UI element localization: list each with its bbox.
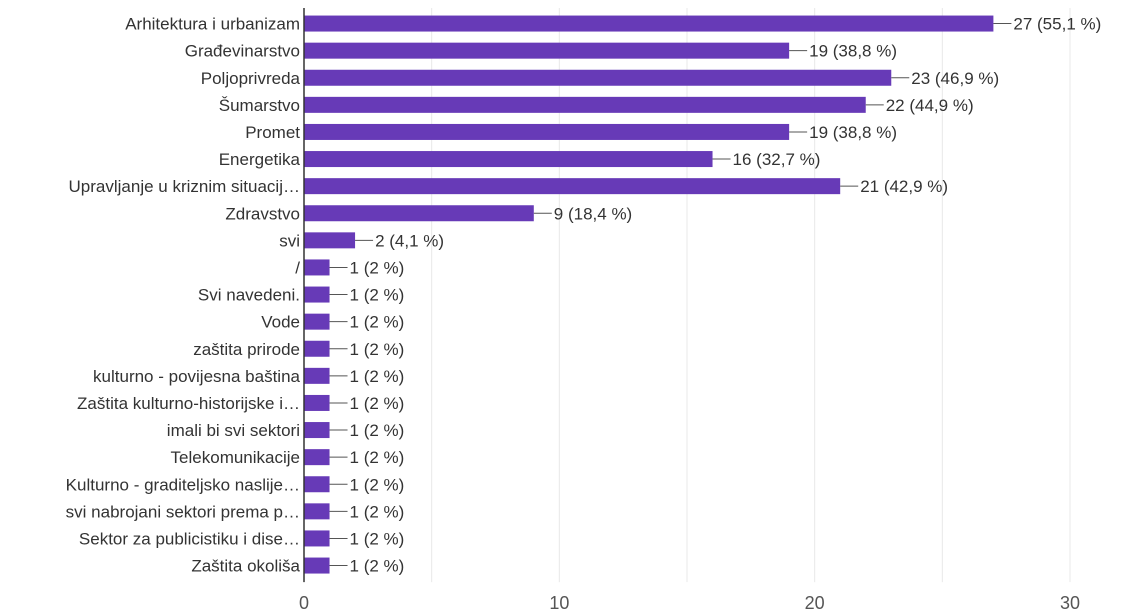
category-label: Telekomunikacije bbox=[171, 448, 300, 467]
category-label: Šumarstvo bbox=[219, 96, 300, 115]
data-label: 23 (46,9 %) bbox=[911, 69, 999, 88]
grid-lines bbox=[431, 8, 1071, 583]
bar bbox=[304, 96, 866, 113]
label-connectors bbox=[329, 23, 1012, 567]
category-label: Energetika bbox=[219, 150, 301, 169]
data-label: 1 (2 %) bbox=[350, 340, 405, 359]
data-label: 1 (2 %) bbox=[350, 421, 405, 440]
category-label: svi bbox=[279, 231, 300, 250]
category-label: Upravljanje u kriznim situacij… bbox=[69, 177, 300, 196]
category-label: svi nabrojani sektori prema p… bbox=[66, 502, 300, 521]
bar bbox=[304, 313, 330, 330]
bar bbox=[304, 394, 330, 411]
data-label: 1 (2 %) bbox=[350, 502, 405, 521]
bar bbox=[304, 476, 330, 493]
category-label: Arhitektura i urbanizam bbox=[125, 15, 300, 34]
category-label: / bbox=[295, 258, 300, 277]
category-label: zaštita prirode bbox=[193, 340, 300, 359]
bar bbox=[304, 42, 790, 59]
x-tick-label: 20 bbox=[805, 593, 825, 613]
data-label: 1 (2 %) bbox=[350, 448, 405, 467]
x-tick-label: 30 bbox=[1060, 593, 1080, 613]
bar bbox=[304, 503, 330, 520]
data-label: 1 (2 %) bbox=[350, 313, 405, 332]
bar bbox=[304, 15, 994, 32]
data-label: 1 (2 %) bbox=[350, 367, 405, 386]
bar bbox=[304, 286, 330, 303]
bar bbox=[304, 422, 330, 439]
data-label: 1 (2 %) bbox=[350, 475, 405, 494]
bar bbox=[304, 151, 713, 168]
bar bbox=[304, 367, 330, 384]
bar bbox=[304, 232, 356, 249]
data-label: 1 (2 %) bbox=[350, 286, 405, 305]
data-labels: 27 (55,1 %) 19 (38,8 %) 23 (46,9 %) 22 (44,… bbox=[350, 15, 1102, 576]
category-label: Poljoprivreda bbox=[201, 69, 301, 88]
data-label: 21 (42,9 %) bbox=[860, 177, 948, 196]
category-label: Promet bbox=[245, 123, 300, 142]
data-label: 27 (55,1 %) bbox=[1013, 15, 1101, 34]
data-label: 19 (38,8 %) bbox=[809, 42, 897, 61]
category-label: Zdravstvo bbox=[225, 204, 300, 223]
bar-series bbox=[304, 15, 994, 574]
category-label: kulturno - povijesna baština bbox=[93, 367, 301, 386]
bar bbox=[304, 205, 534, 222]
x-tick-label: 0 bbox=[299, 593, 309, 613]
category-label: Zaštita okoliša bbox=[191, 557, 300, 576]
data-label: 16 (32,7 %) bbox=[733, 150, 821, 169]
category-label: Građevinarstvo bbox=[185, 42, 300, 61]
category-label: Zaštita kulturno-historijske i… bbox=[77, 394, 300, 413]
bar bbox=[304, 449, 330, 466]
bar bbox=[304, 259, 330, 276]
data-label: 1 (2 %) bbox=[350, 258, 405, 277]
data-label: 9 (18,4 %) bbox=[554, 204, 632, 223]
data-label: 1 (2 %) bbox=[350, 557, 405, 576]
data-label: 22 (44,9 %) bbox=[886, 96, 974, 115]
bar bbox=[304, 340, 330, 357]
data-label: 1 (2 %) bbox=[350, 529, 405, 548]
category-label: Vode bbox=[261, 313, 300, 332]
bar bbox=[304, 530, 330, 547]
x-axis-ticks: 0 10 20 30 bbox=[299, 593, 1080, 613]
category-label: imali bi svi sektori bbox=[167, 421, 300, 440]
data-label: 1 (2 %) bbox=[350, 394, 405, 413]
category-label: Sektor za publicistiku i dise… bbox=[79, 529, 300, 548]
bar bbox=[304, 69, 892, 86]
x-tick-label: 10 bbox=[549, 593, 569, 613]
bar bbox=[304, 178, 841, 195]
bar bbox=[304, 123, 790, 140]
data-label: 19 (38,8 %) bbox=[809, 123, 897, 142]
data-label: 2 (4,1 %) bbox=[375, 231, 444, 250]
bar bbox=[304, 557, 330, 574]
category-labels: Arhitektura i urbanizam Građevinarstvo Pol… bbox=[66, 15, 301, 576]
category-label: Svi navedeni. bbox=[198, 286, 300, 305]
category-label: Kulturno - graditeljsko naslije… bbox=[66, 475, 300, 494]
